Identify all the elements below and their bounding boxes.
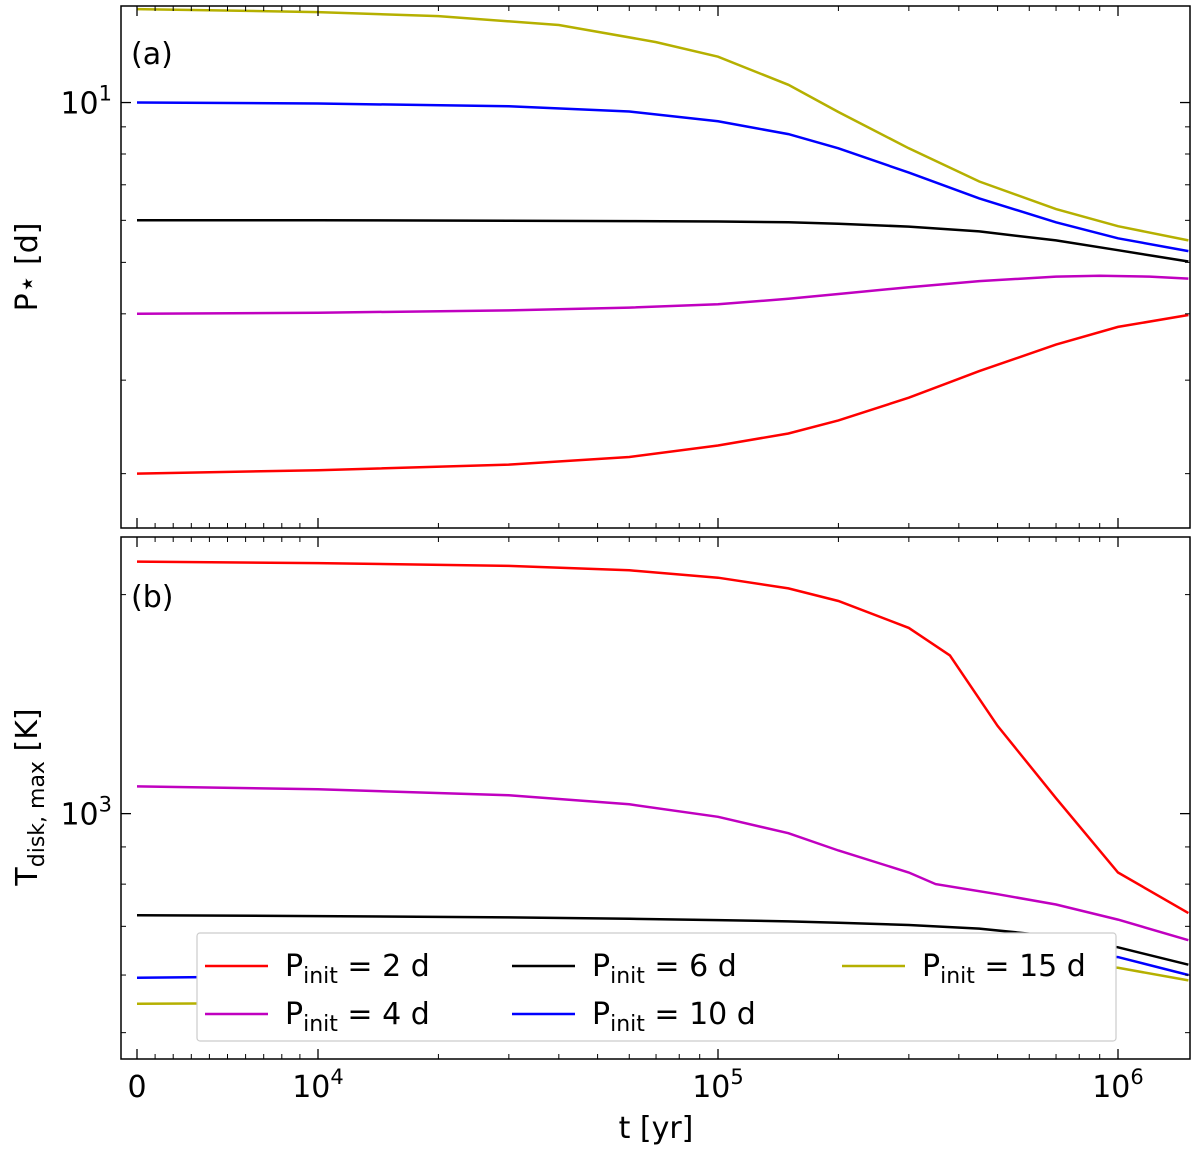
panel-a-series-line-3 bbox=[136, 101, 1189, 253]
x-tick-label: 104 bbox=[292, 1065, 344, 1105]
panel-b-ylabel: Tdisk, max [K] bbox=[10, 708, 50, 886]
panel-b-frame bbox=[120, 536, 1191, 1060]
panel-a-series-line-0 bbox=[136, 313, 1189, 475]
legend-label: Pinit = 10 d bbox=[592, 997, 756, 1037]
legend-frame bbox=[196, 932, 1117, 1042]
panel-a-series-line-1 bbox=[136, 274, 1189, 316]
panel-a-y-tick-label: 101 bbox=[60, 82, 112, 122]
legend-label: Pinit = 2 d bbox=[285, 949, 430, 989]
panel-b-ticks: 103 0 104 105 106 bbox=[60, 537, 1190, 1105]
panel-a-series bbox=[136, 7, 1189, 475]
x-axis-label: t [yr] bbox=[619, 1111, 694, 1146]
panel-b-ylabel-unit: [K] bbox=[10, 708, 45, 761]
panel-a-series-line-4 bbox=[136, 7, 1189, 242]
legend-label: Pinit = 15 d bbox=[922, 949, 1086, 989]
panel-a: 101 (a) P⋆ [d] bbox=[10, 5, 1191, 529]
x-tick-label: 0 bbox=[127, 1070, 146, 1105]
legend-label: Pinit = 4 d bbox=[285, 997, 430, 1037]
x-tick-label: 106 bbox=[1092, 1065, 1144, 1105]
panel-b-ylabel-main: T bbox=[10, 867, 45, 887]
panel-b-series-line-1 bbox=[136, 785, 1189, 942]
legend-label: Pinit = 6 d bbox=[592, 949, 737, 989]
panel-b-y-tick-label: 103 bbox=[60, 793, 112, 833]
panel-a-series-line-2 bbox=[137, 219, 1189, 263]
panel-b-ylabel-sub: disk, max bbox=[25, 761, 50, 867]
panel-a-frame bbox=[120, 5, 1191, 529]
x-tick-label: 105 bbox=[692, 1065, 744, 1105]
panel-a-label: (a) bbox=[131, 37, 173, 72]
panel-a-ticks: 101 bbox=[60, 6, 1190, 528]
panel-b: 103 0 104 105 106 (b) Tdisk, max [K] t [yr] bbox=[10, 536, 1191, 1146]
panel-b-series-line-0 bbox=[136, 560, 1190, 915]
legend: Pinit = 2 d Pinit = 6 d Pinit = 15 d Pinit … bbox=[196, 932, 1117, 1042]
panel-b-label: (b) bbox=[131, 580, 173, 615]
panel-a-ylabel: P⋆ [d] bbox=[10, 223, 45, 312]
